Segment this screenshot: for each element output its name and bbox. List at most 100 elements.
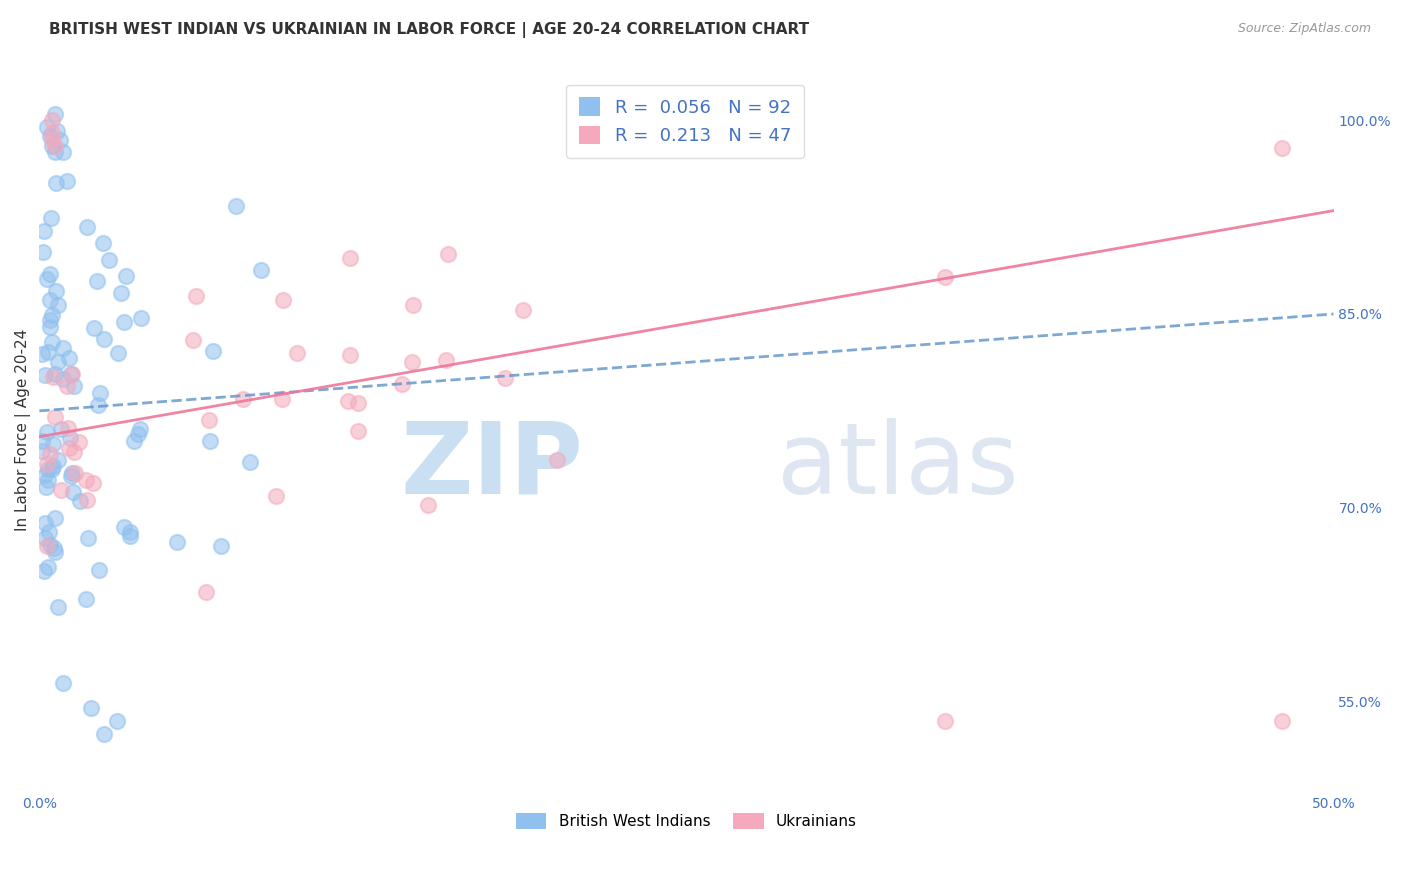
Point — [46, 298, 69, 312]
Point — [41, 126, 63, 140]
Point — [264, 489, 287, 503]
Point — [31, 443, 53, 458]
Point — [512, 302, 534, 317]
Point — [75, 473, 97, 487]
Point — [436, 247, 458, 261]
Point — [49, 422, 72, 436]
Point — [38, 524, 60, 539]
Point — [127, 427, 149, 442]
Point — [198, 413, 221, 427]
Point — [59, 468, 82, 483]
Text: atlas: atlas — [778, 418, 1018, 515]
Point — [49, 483, 72, 498]
Point — [56, 421, 79, 435]
Text: ZIP: ZIP — [401, 418, 583, 515]
Point — [42, 541, 65, 556]
Text: BRITISH WEST INDIAN VS UKRAINIAN IN LABOR FORCE | AGE 20-24 CORRELATION CHART: BRITISH WEST INDIAN VS UKRAINIAN IN LABO… — [49, 22, 810, 38]
Point — [44, 368, 66, 382]
Point — [347, 396, 370, 410]
Point — [391, 376, 413, 391]
Point — [416, 498, 439, 512]
Point — [39, 447, 62, 461]
Point — [1271, 141, 1294, 155]
Point — [56, 174, 79, 188]
Point — [37, 560, 59, 574]
Point — [44, 511, 66, 525]
Point — [34, 368, 56, 382]
Point — [34, 531, 56, 545]
Point — [39, 211, 62, 226]
Point — [184, 289, 207, 303]
Point — [45, 284, 67, 298]
Point — [41, 308, 63, 322]
Point — [37, 344, 59, 359]
Point — [67, 435, 90, 450]
Point — [62, 484, 84, 499]
Point — [31, 347, 53, 361]
Point — [202, 343, 225, 358]
Point — [89, 386, 111, 401]
Point — [270, 392, 292, 407]
Point — [112, 520, 135, 534]
Point — [32, 564, 55, 578]
Point — [110, 285, 132, 300]
Point — [118, 529, 141, 543]
Point — [546, 453, 568, 467]
Point — [52, 372, 75, 386]
Point — [98, 252, 121, 267]
Point — [402, 298, 425, 312]
Point — [35, 539, 58, 553]
Point — [194, 584, 217, 599]
Point — [34, 224, 56, 238]
Point — [129, 422, 152, 436]
Point — [41, 132, 63, 146]
Point — [494, 370, 516, 384]
Point — [41, 459, 63, 474]
Point — [76, 493, 98, 508]
Point — [59, 368, 82, 382]
Point — [42, 369, 65, 384]
Point — [339, 348, 361, 362]
Point — [273, 293, 295, 307]
Point — [39, 293, 62, 307]
Point — [934, 714, 956, 728]
Point — [39, 267, 62, 281]
Point — [436, 352, 458, 367]
Point — [34, 516, 56, 531]
Point — [114, 315, 136, 329]
Point — [46, 123, 69, 137]
Point — [46, 599, 69, 614]
Point — [41, 334, 63, 349]
Point — [62, 445, 84, 459]
Point — [58, 351, 80, 366]
Point — [77, 531, 100, 545]
Point — [62, 378, 84, 392]
Point — [35, 425, 58, 439]
Point — [35, 458, 58, 472]
Point — [38, 128, 60, 143]
Point — [287, 346, 309, 360]
Point — [93, 727, 115, 741]
Point — [41, 462, 63, 476]
Point — [200, 434, 222, 448]
Point — [46, 452, 69, 467]
Point — [339, 251, 361, 265]
Point — [37, 461, 59, 475]
Text: Source: ZipAtlas.com: Source: ZipAtlas.com — [1237, 22, 1371, 36]
Point — [87, 398, 110, 412]
Point — [31, 434, 53, 448]
Point — [337, 393, 360, 408]
Point — [56, 378, 79, 392]
Point — [59, 431, 82, 445]
Point — [239, 455, 262, 469]
Point — [63, 467, 86, 481]
Point — [41, 113, 63, 128]
Point — [35, 120, 58, 134]
Point — [225, 199, 247, 213]
Point — [45, 176, 67, 190]
Point — [44, 409, 66, 424]
Point — [38, 538, 60, 552]
Point — [44, 545, 66, 559]
Point — [107, 345, 129, 359]
Point — [129, 310, 152, 325]
